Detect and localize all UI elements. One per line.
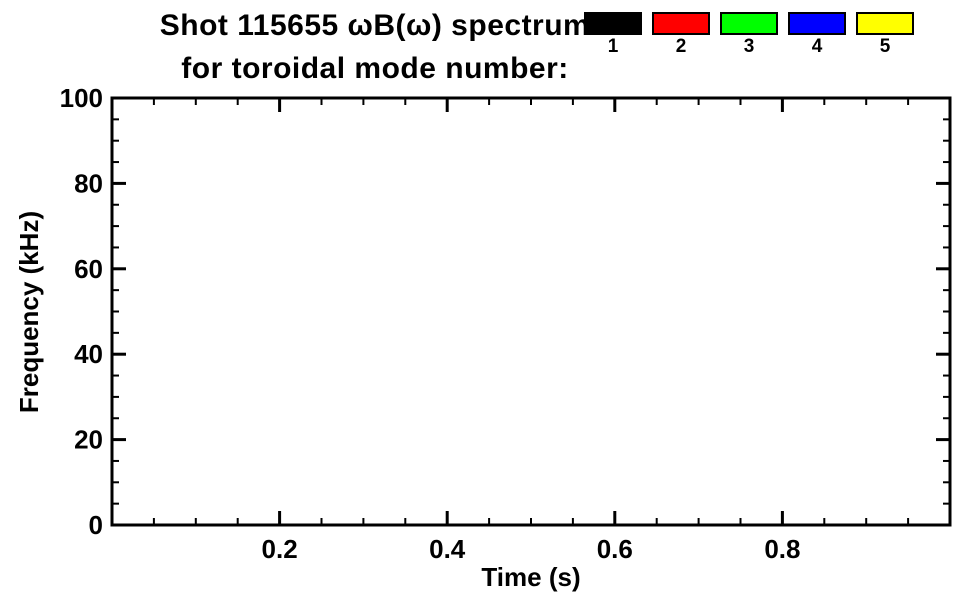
x-axis-label: Time (s) (481, 562, 581, 592)
legend-label: 2 (675, 36, 687, 57)
x-tick-label: 0.8 (764, 534, 800, 564)
legend-item-5: 5 (856, 12, 914, 57)
chart-title: Shot 115655 ωB(ω) spectrum for toroidal … (90, 4, 660, 90)
legend-item-4: 4 (788, 12, 846, 57)
legend-swatch (788, 12, 846, 35)
legend-swatch (652, 12, 710, 35)
axis-ticks (112, 98, 950, 525)
y-tick-label: 40 (74, 339, 103, 369)
x-tick-label: 0.4 (429, 534, 466, 564)
legend-label: 5 (879, 36, 891, 57)
y-tick-label: 60 (74, 254, 103, 284)
y-tick-label: 0 (89, 510, 103, 540)
x-tick-label: 0.2 (262, 534, 298, 564)
legend-item-2: 2 (652, 12, 710, 57)
x-tick-label: 0.6 (597, 534, 633, 564)
y-tick-label: 80 (74, 168, 103, 198)
legend-label: 4 (811, 36, 823, 57)
y-tick-label: 20 (74, 425, 103, 455)
legend-item-3: 3 (720, 12, 778, 57)
legend-item-1: 1 (584, 12, 642, 57)
chart-title-line2: for toroidal mode number: (181, 52, 569, 85)
chart-title-line1: Shot 115655 ωB(ω) spectrum (159, 9, 591, 42)
y-axis-label: Frequency (kHz) (14, 210, 44, 414)
legend-swatch (856, 12, 914, 35)
legend-swatch (584, 12, 642, 35)
plot-frame (110, 96, 952, 527)
legend-label: 1 (607, 36, 619, 57)
tick-labels: 0.2 0.4 0.6 0.8 0 20 40 60 80 100 (60, 83, 801, 564)
chart-legend: 1 2 3 4 5 (584, 12, 914, 57)
legend-label: 3 (743, 36, 755, 57)
legend-swatch (720, 12, 778, 35)
y-tick-label: 100 (60, 83, 103, 113)
